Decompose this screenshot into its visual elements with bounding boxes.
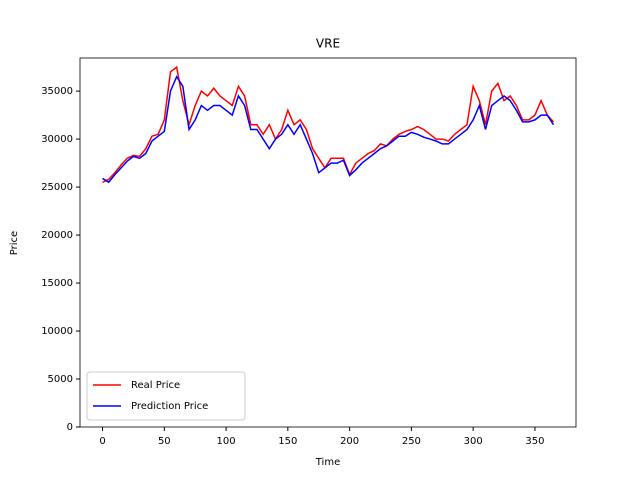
y-axis-label: Price [9,231,20,255]
y-tick-label: 15000 [41,278,73,289]
y-tick-label: 10000 [41,326,73,337]
x-tick-label: 200 [340,436,359,447]
x-tick-label: 150 [278,436,297,447]
x-tick-label: 100 [217,436,236,447]
x-tick-label: 350 [525,436,544,447]
x-axis-label: Time [315,457,340,468]
series-line [102,75,555,184]
series-line [102,65,555,183]
legend-box [86,371,246,421]
legend-label: Prediction Price [131,401,208,412]
x-tick-label: 0 [99,436,105,447]
y-tick-label: 0 [67,422,73,433]
chart-title: VRE [316,37,340,51]
y-tick-label: 5000 [48,374,73,385]
y-tick-label: 25000 [41,182,73,193]
x-tick-label: 250 [402,436,421,447]
legend-label: Real Price [131,380,180,391]
y-tick-label: 35000 [41,86,73,97]
y-tick-label: 30000 [41,134,73,145]
x-tick-label: 50 [158,436,171,447]
x-tick-label: 300 [464,436,483,447]
y-tick-label: 20000 [41,230,73,241]
plot-frame [79,57,577,428]
